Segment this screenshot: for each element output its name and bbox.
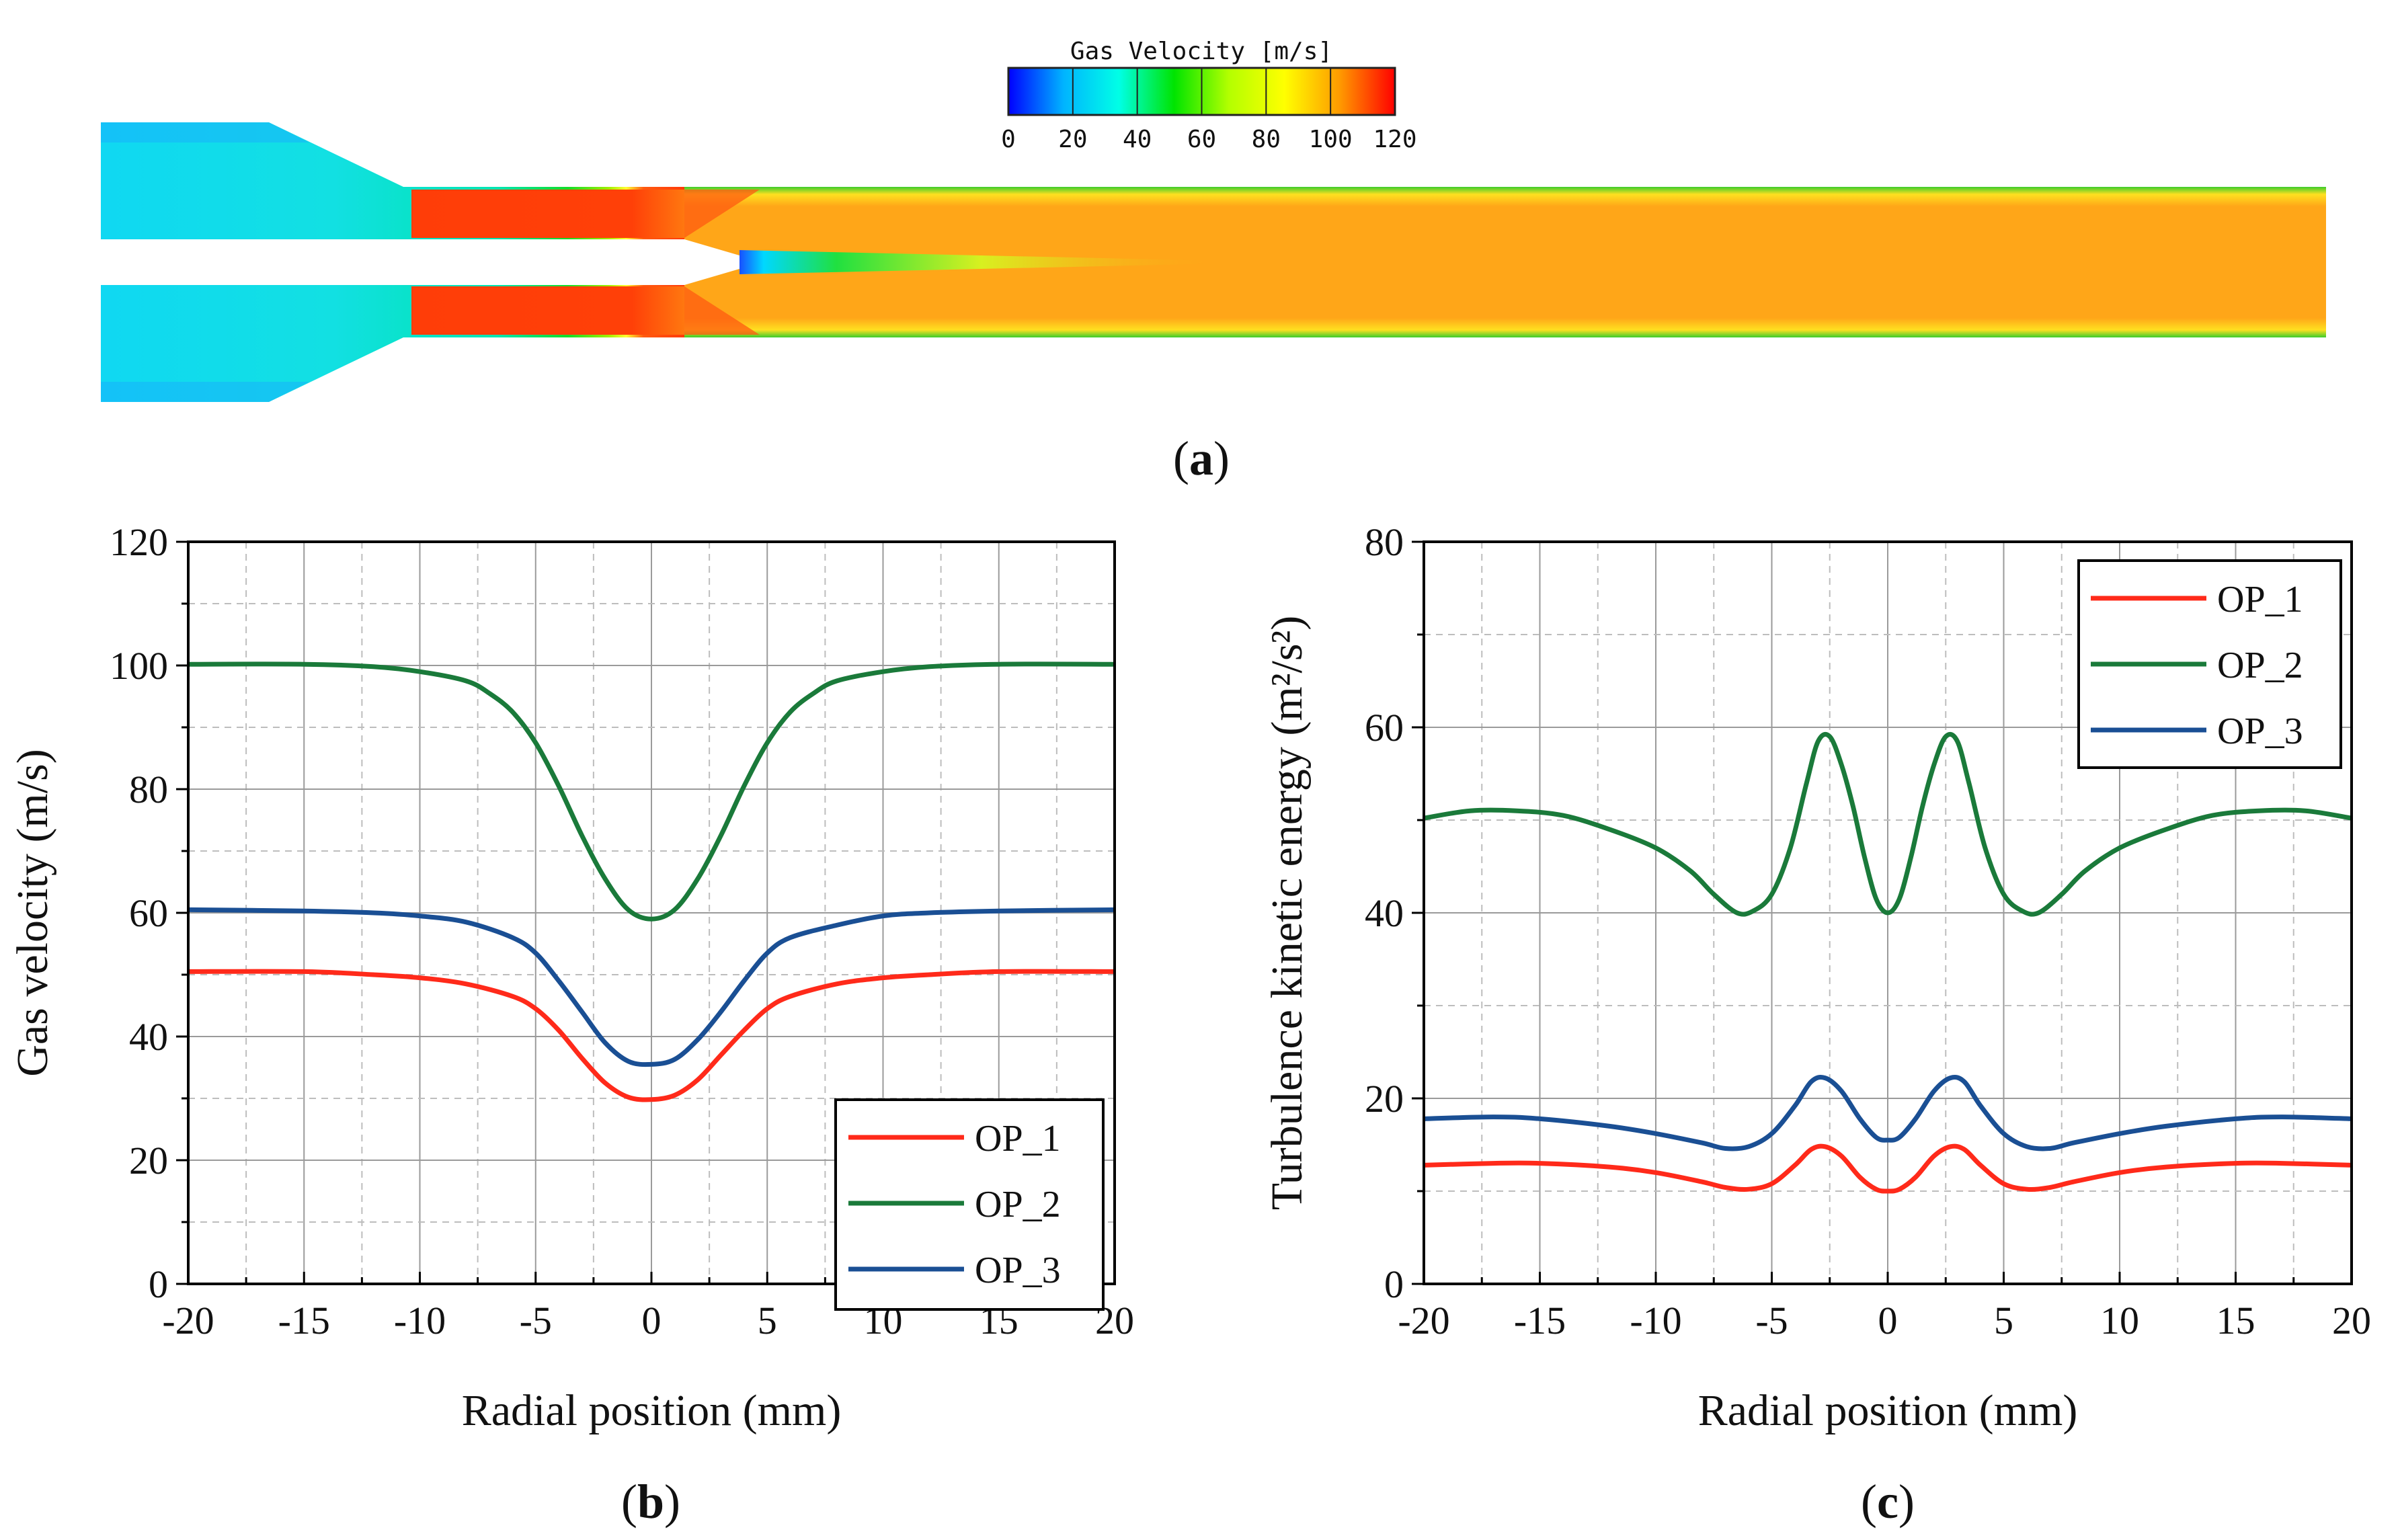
series-line-op-3 [1424, 1075, 2352, 1151]
upper-inlet-low-velocity-corner [101, 122, 309, 143]
x-tick-label: -10 [1630, 1299, 1681, 1342]
upper-jet-core [411, 190, 687, 238]
series-lines [1424, 731, 2352, 1194]
series-lines [188, 661, 1115, 1102]
lower-inlet-low-velocity-corner [101, 382, 309, 402]
series-line-op-1 [1424, 1143, 2352, 1194]
y-tick-label: 60 [1365, 706, 1404, 749]
x-tick-label: 5 [1994, 1299, 2013, 1342]
series-line-op-2 [188, 661, 1115, 922]
y-tick-label: 120 [110, 520, 168, 564]
y-axis-title: Turbulence kinetic energy (m²/s²) [1263, 616, 1312, 1211]
y-tick-label: 60 [129, 891, 168, 935]
colorbar-tick-label: 60 [1187, 126, 1216, 153]
turbulence-kinetic-energy-chart: -20 -15 -10 -5 0 5 10 15 20 0 20 40 60 80 Radial pos… [1263, 520, 2371, 1435]
y-tick-label: 100 [110, 644, 168, 688]
series-line-op-1 [188, 969, 1115, 1102]
y-tick-labels: 0 20 40 60 80 100 120 [110, 520, 168, 1306]
x-tick-label: -5 [1755, 1299, 1788, 1342]
y-tick-labels: 0 20 40 60 80 [1365, 520, 1404, 1306]
x-tick-label: -20 [1398, 1299, 1449, 1342]
caption-b: (b) [621, 1475, 680, 1529]
y-tick-label: 0 [1384, 1262, 1404, 1306]
colorbar-tick-label: 40 [1123, 126, 1152, 153]
lower-jet-core [411, 286, 687, 335]
y-tick-label: 40 [1365, 891, 1404, 935]
legend: OP_1 OP_2 OP_3 [834, 1098, 1105, 1311]
legend-label: OP_3 [975, 1250, 1061, 1291]
colorbar-tick-label: 20 [1058, 126, 1087, 153]
y-tick-label: 80 [1365, 520, 1404, 564]
colorbar-tick-label: 100 [1309, 126, 1353, 153]
y-tick-label: 0 [149, 1262, 168, 1306]
y-tick-label: 80 [129, 768, 168, 811]
x-tick-label: -20 [162, 1299, 214, 1342]
x-tick-labels: -20 -15 -10 -5 0 5 10 15 20 [1398, 1299, 2371, 1342]
x-axis-title: Radial position (mm) [462, 1386, 842, 1435]
x-tick-label: 0 [1878, 1299, 1898, 1342]
x-tick-label: 10 [2100, 1299, 2139, 1342]
x-tick-label: 20 [2332, 1299, 2371, 1342]
x-tick-label: 15 [2216, 1299, 2255, 1342]
series-line-op-3 [188, 907, 1115, 1067]
x-tick-label: 5 [758, 1299, 777, 1342]
colorbar-tick-labels: 0 20 40 60 80 100 120 [1001, 126, 1416, 153]
velocity-contour-panel: Gas Velocity [m/s] 0 20 40 60 80 100 120 [101, 38, 2331, 402]
colorbar-tick-label: 120 [1373, 126, 1416, 153]
outer-wall-bottom [684, 337, 2331, 356]
x-tick-label: -10 [394, 1299, 446, 1342]
colorbar-dividers [1072, 68, 1332, 115]
x-tick-label: 0 [642, 1299, 662, 1342]
splitter-wake [739, 250, 1224, 274]
caption-a: (a) [1173, 432, 1230, 485]
splitter-plate [101, 239, 739, 285]
legend: OP_1 OP_2 OP_3 [2077, 559, 2342, 769]
y-tick-label: 20 [1365, 1077, 1404, 1121]
y-tick-label: 20 [129, 1139, 168, 1182]
caption-c: (c) [1861, 1475, 1915, 1529]
colorbar-tick-label: 80 [1252, 126, 1281, 153]
upper-jet-extension [684, 190, 760, 238]
y-tick-label: 40 [129, 1015, 168, 1059]
series-line-op-2 [1424, 731, 2352, 917]
colorbar-title: Gas Velocity [m/s] [1070, 38, 1332, 65]
y-axis-title: Gas velocity (m/s) [8, 749, 57, 1077]
axis-ticks [1412, 540, 2353, 1285]
colorbar-tick-label: 0 [1001, 126, 1016, 153]
x-tick-label: -5 [520, 1299, 552, 1342]
lower-jet-extension [684, 286, 760, 335]
legend-label: OP_2 [2217, 645, 2303, 686]
x-axis-title: Radial position (mm) [1698, 1386, 2078, 1435]
legend-label: OP_2 [975, 1184, 1061, 1225]
legend-label: OP_3 [2217, 711, 2303, 752]
legend-label: OP_1 [2217, 579, 2303, 620]
x-tick-label: -15 [1514, 1299, 1566, 1342]
legend-label: OP_1 [975, 1118, 1061, 1160]
axis-ticks [176, 540, 1116, 1285]
outer-wall-top [684, 168, 2331, 187]
x-tick-label: -15 [278, 1299, 330, 1342]
